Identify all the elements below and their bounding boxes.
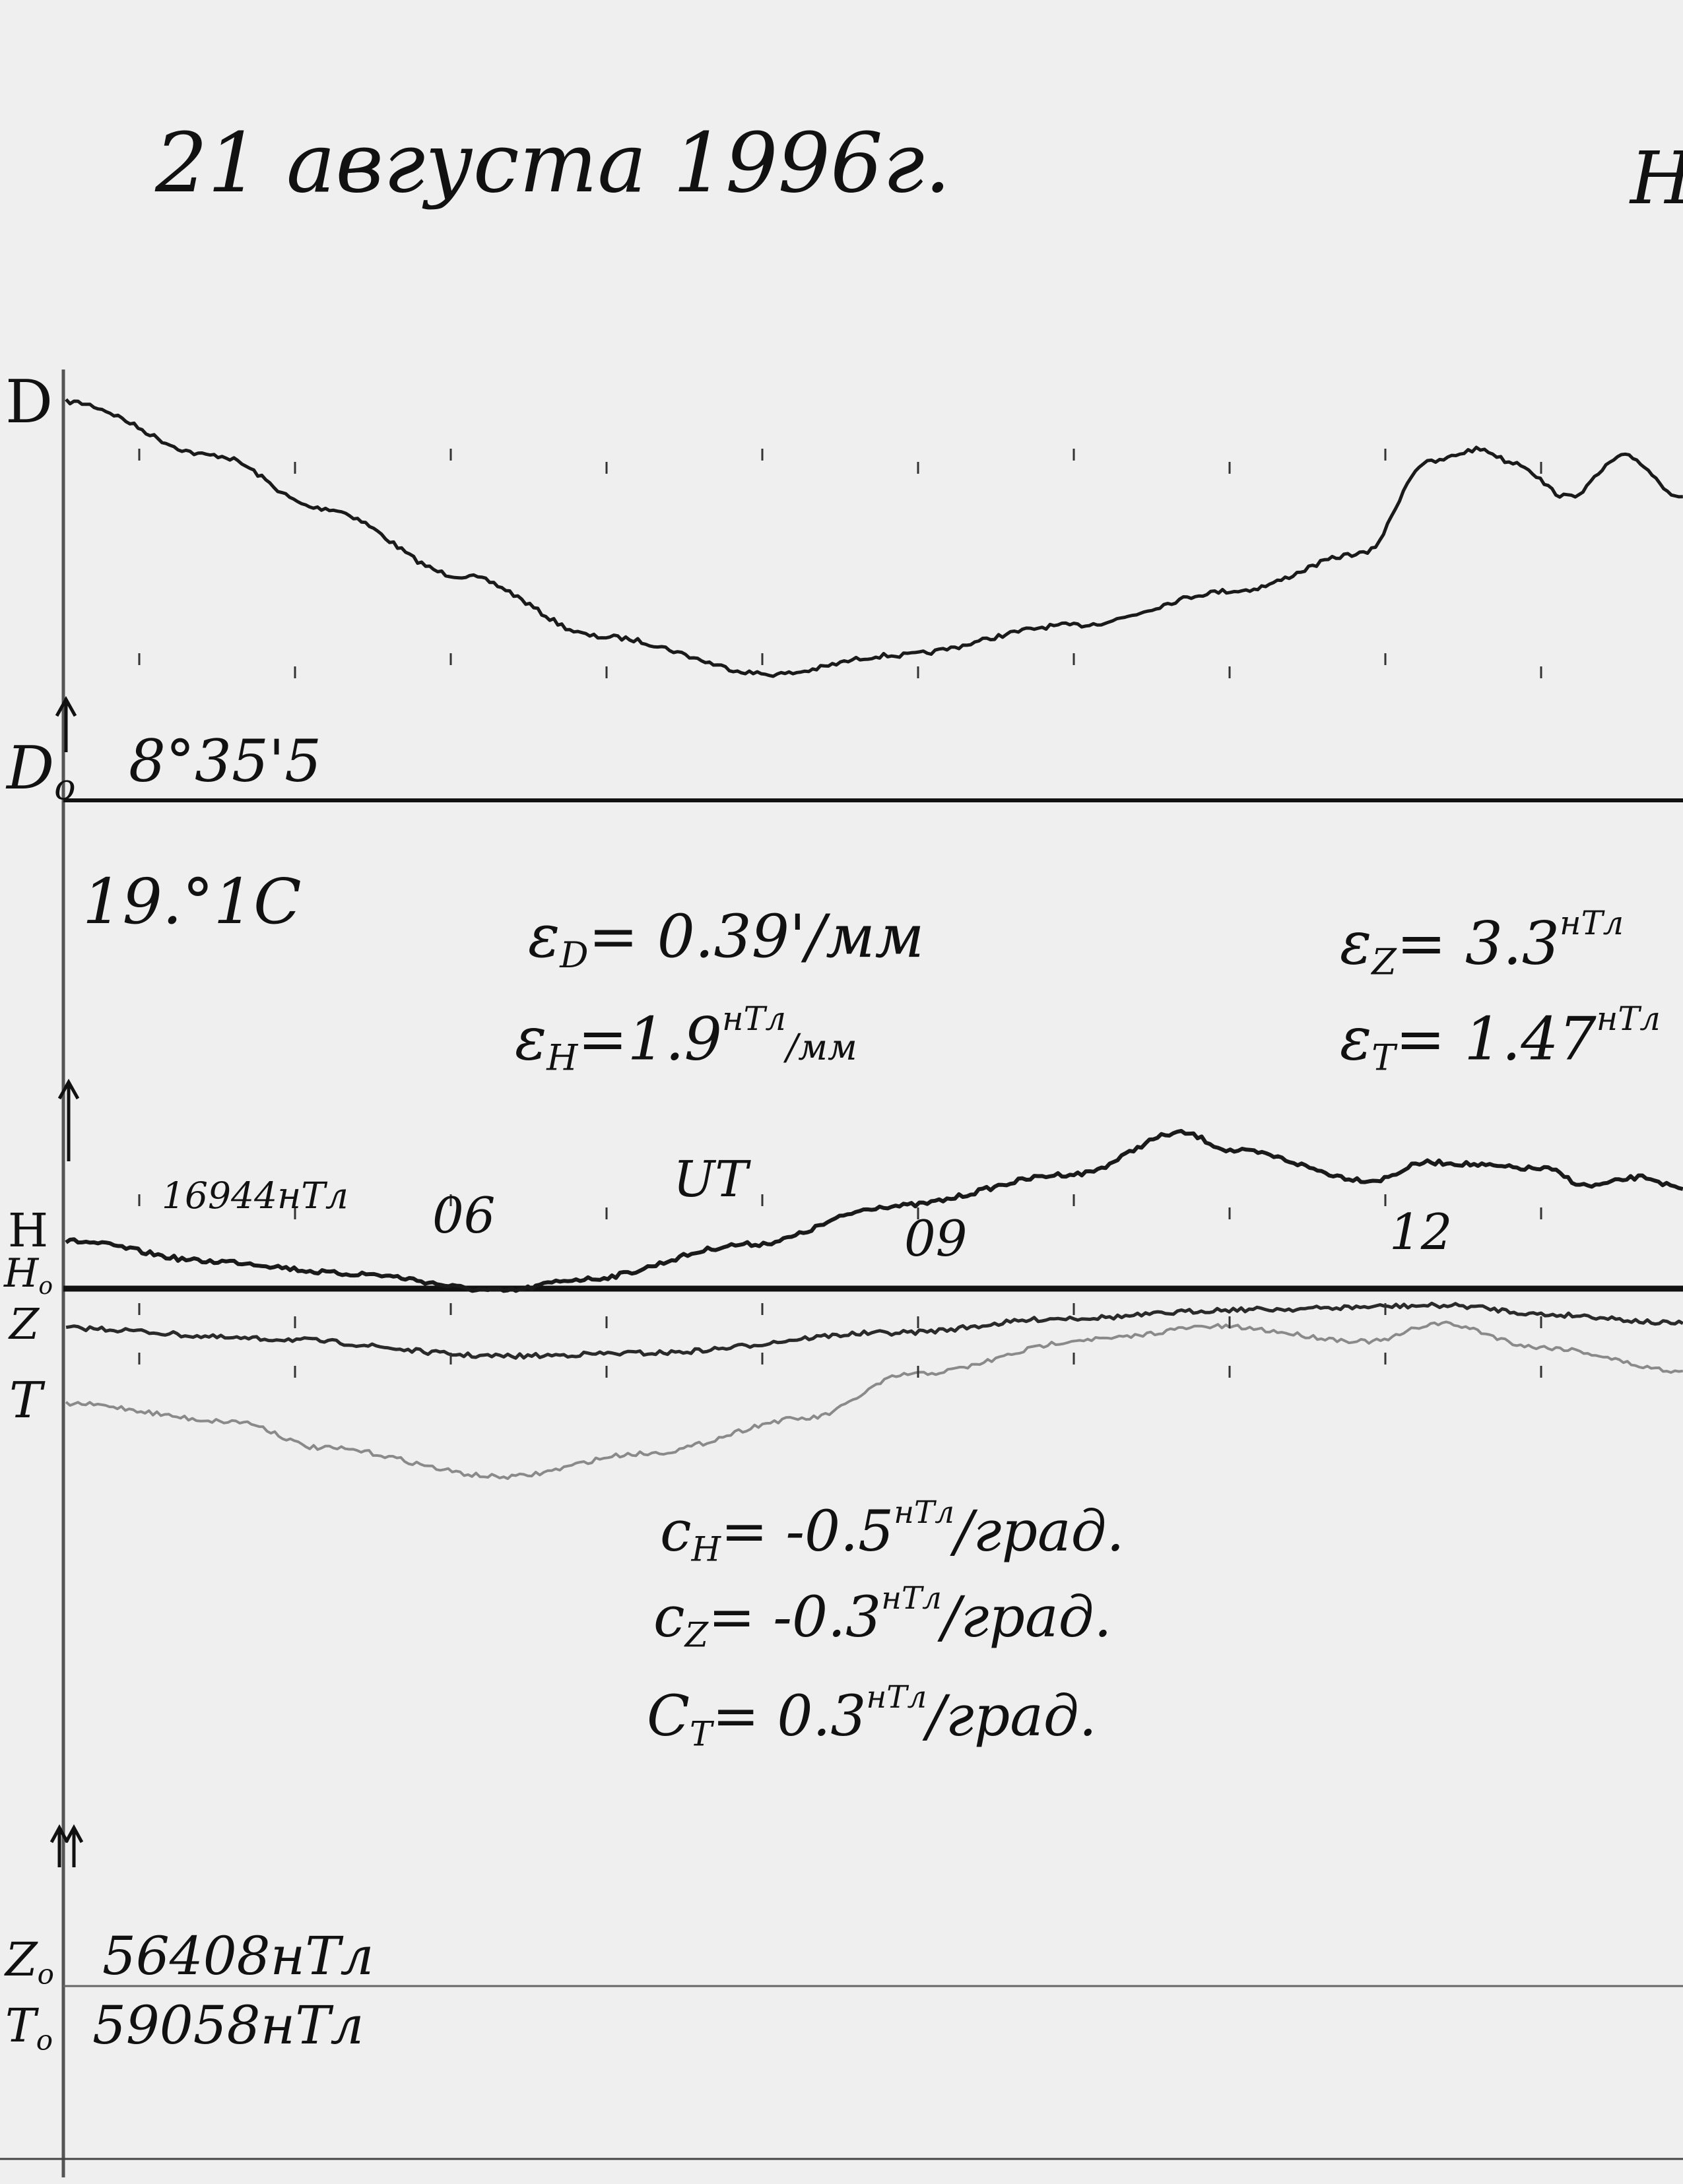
scale-value: = 3.3 <box>1396 909 1560 979</box>
z0-sub: o <box>37 1958 54 1991</box>
h-arrow-icon <box>57 1078 80 1161</box>
trace-z <box>65 1301 1683 1360</box>
record-date: 21 августа 1996г. <box>155 115 951 211</box>
scale-value: = 0.39'/мм <box>588 902 925 971</box>
coef-symbol: C <box>647 1684 690 1750</box>
coef-unit: нТл <box>866 1680 927 1716</box>
d-arrow-icon <box>55 695 77 752</box>
epsilon-symbol: ε <box>528 902 560 971</box>
coef-sub: H <box>691 1530 721 1570</box>
trace-t <box>65 1320 1683 1481</box>
trace-d <box>65 398 1683 678</box>
scale-h: εH=1.9нТл/мм <box>515 1000 857 1079</box>
ut-label: UT <box>673 1150 748 1208</box>
scale-d: εD= 0.39'/мм <box>528 907 924 973</box>
coef-sub: T <box>690 1715 713 1754</box>
d-trace-label: D <box>5 368 53 437</box>
z0-letter: Z <box>5 1933 38 1987</box>
coef-h: cH= -0.5нТл/град. <box>660 1495 1125 1570</box>
epsilon-symbol: ε <box>515 1004 547 1074</box>
z-trace-label: Z <box>9 1300 40 1349</box>
z0-label: Zo <box>5 1937 54 1989</box>
h0-value: 16944нТл <box>162 1174 348 1217</box>
coef-z: cZ= -0.3нТл/град. <box>653 1581 1112 1655</box>
coef-symbol: c <box>653 1585 685 1651</box>
z0-value: 56408нТл <box>102 1925 374 1987</box>
t0-letter: T <box>5 1999 36 2053</box>
scale-t: εT= 1.47нТл <box>1340 1000 1661 1079</box>
trace-h <box>65 1129 1683 1293</box>
scale-value: = 1.47 <box>1395 1004 1597 1074</box>
h0-letter: H <box>4 1250 39 1297</box>
t0-value: 59058нТл <box>92 1995 364 2056</box>
zt-double-arrow-icon <box>50 1824 84 1867</box>
t0-sub: o <box>36 2024 53 2057</box>
d0-label: Do <box>7 739 76 805</box>
coef-t: CT= 0.3нТл/град. <box>647 1680 1097 1754</box>
coef-sub: Z <box>684 1616 709 1655</box>
scale-unit: нТл <box>1559 904 1624 942</box>
epsilon-symbol: ε <box>1340 909 1372 979</box>
coef-per: /град. <box>927 1684 1097 1750</box>
coef-per: /град. <box>954 1499 1125 1565</box>
coef-per: /град. <box>941 1585 1112 1651</box>
d0-letter: D <box>7 734 55 803</box>
coef-unit: нТл <box>894 1495 954 1531</box>
scale-unit: нТл <box>1596 1000 1661 1038</box>
h-trace-label: H <box>8 1204 49 1258</box>
coef-value: = -0.5 <box>721 1499 894 1565</box>
temperature: 19.°1C <box>82 866 302 938</box>
hour-06-label: 06 <box>432 1186 496 1244</box>
t0-label: To <box>5 2003 53 2055</box>
scale-per: /мм <box>786 1026 857 1068</box>
scale-z: εZ= 3.3нТл <box>1340 907 1624 980</box>
scale-value: =1.9 <box>578 1004 722 1074</box>
coef-unit: нТл <box>881 1581 942 1617</box>
hour-12-label: 12 <box>1389 1203 1453 1261</box>
coef-symbol: c <box>660 1499 692 1565</box>
hour-09-label: 09 <box>904 1209 968 1268</box>
epsilon-symbol: ε <box>1340 1004 1372 1074</box>
d0-sub: o <box>54 766 76 808</box>
d0-value: 8°35'5 <box>129 727 322 795</box>
scale-unit: нТл <box>721 1000 787 1038</box>
h0-sub: o <box>38 1272 53 1300</box>
h0-label: Ho <box>4 1254 53 1299</box>
coef-value: = 0.3 <box>712 1684 867 1750</box>
scale-sub: Z <box>1371 941 1397 983</box>
scale-sub: T <box>1371 1037 1396 1079</box>
coef-value: = -0.3 <box>708 1585 882 1651</box>
t-trace-label: T <box>9 1371 43 1429</box>
scale-sub: H <box>546 1037 578 1079</box>
corner-letter: Н <box>1630 142 1683 214</box>
scale-sub: D <box>560 934 589 977</box>
